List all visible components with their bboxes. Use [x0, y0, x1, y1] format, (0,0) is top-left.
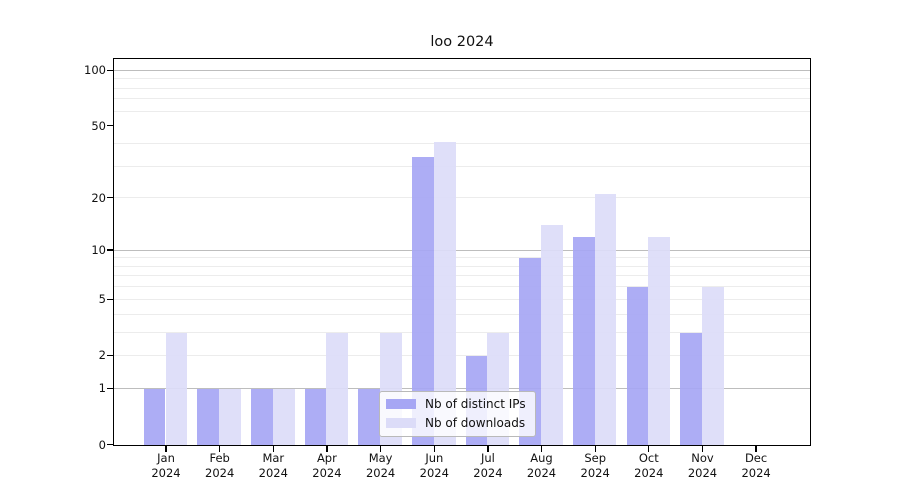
x-tick-label-mar: Mar 2024: [258, 451, 288, 480]
gridline-70: [114, 98, 810, 100]
x-tick-label-nov: Nov 2024: [687, 451, 718, 480]
legend-entry-downloads: Nb of downloads: [386, 416, 526, 430]
bar-mar-distinct-ips: [251, 388, 273, 445]
y-tick-label-20: 20: [91, 190, 106, 205]
y-tick-label-5: 5: [98, 292, 106, 307]
x-tick-mark-mar: [272, 446, 274, 452]
legend-label-distinct-ips: Nb of distinct IPs: [425, 397, 526, 411]
x-tick-label-jul: Jul 2024: [473, 451, 503, 480]
gridline-60: [114, 110, 810, 112]
gridline-7: [114, 275, 810, 277]
gridline-9: [114, 257, 810, 259]
x-tick-mark-aug: [540, 446, 543, 452]
bar-jan-distinct-ips: [143, 388, 166, 445]
y-tick-mark-5: [107, 298, 113, 300]
y-tick-mark-2: [107, 354, 113, 357]
gridline-5: [114, 298, 810, 300]
bar-sep-downloads: [594, 194, 617, 445]
y-tick-label-50: 50: [91, 118, 106, 133]
legend-swatch-distinct-ips: [386, 399, 416, 409]
gridline-6: [114, 286, 810, 288]
x-tick-label-may: May 2024: [365, 451, 396, 480]
bar-apr-downloads: [326, 332, 349, 445]
bar-mar-downloads: [272, 388, 295, 445]
x-tick-mark-feb: [219, 446, 221, 452]
legend: Nb of distinct IPs Nb of downloads: [379, 391, 536, 437]
gridline-4: [114, 313, 810, 315]
gridline-10: [114, 249, 810, 251]
bar-oct-distinct-ips: [626, 287, 649, 445]
gridline-1: [114, 387, 810, 389]
gridline-100: [114, 69, 810, 71]
gridline-40: [114, 142, 810, 144]
gridline-90: [114, 78, 810, 80]
bar-aug-downloads: [541, 225, 563, 445]
y-tick-mark-50: [107, 124, 113, 127]
y-tick-mark-1: [107, 387, 113, 389]
plot-inner: [114, 59, 810, 445]
bar-oct-downloads: [648, 237, 671, 445]
gridline-2: [114, 354, 810, 356]
bar-nov-distinct-ips: [680, 332, 702, 445]
bar-nov-downloads: [702, 287, 724, 445]
plot-area: [113, 58, 811, 446]
chart-title: loo 2024: [430, 34, 494, 50]
x-tick-label-oct: Oct 2024: [634, 451, 664, 480]
y-tick-mark-0: [107, 443, 113, 446]
y-tick-mark-100: [107, 69, 113, 71]
gridline-3: [114, 331, 810, 333]
bar-jan-downloads: [165, 332, 188, 445]
bar-jun-distinct-ips: [411, 156, 434, 445]
y-tick-label-100: 100: [84, 63, 106, 78]
x-tick-label-sep: Sep 2024: [580, 451, 610, 480]
bar-may-distinct-ips: [358, 388, 381, 445]
y-tick-label-1: 1: [98, 381, 106, 396]
bar-sep-distinct-ips: [572, 237, 595, 445]
y-tick-mark-10: [107, 249, 113, 251]
bar-jun-downloads: [433, 141, 456, 445]
gridline-30: [114, 165, 810, 167]
gridline-80: [114, 87, 810, 89]
x-tick-mark-apr: [326, 446, 328, 452]
x-tick-mark-sep: [594, 446, 596, 452]
x-tick-mark-nov: [701, 446, 704, 452]
y-tick-label-2: 2: [98, 348, 106, 363]
x-tick-mark-oct: [648, 446, 650, 452]
y-tick-label-10: 10: [91, 243, 106, 257]
bar-feb-downloads: [219, 388, 241, 445]
x-tick-mark-dec: [755, 446, 757, 452]
bar-feb-distinct-ips: [197, 388, 220, 445]
x-tick-label-feb: Feb 2024: [205, 451, 235, 480]
x-tick-mark-jan: [165, 446, 167, 452]
y-tick-label-0: 0: [98, 437, 106, 452]
legend-entry-distinct-ips: Nb of distinct IPs: [386, 397, 526, 411]
y-tick-mark-20: [107, 196, 113, 199]
x-tick-label-jun: Jun 2024: [419, 451, 449, 480]
gridline-8: [114, 265, 810, 267]
bar-apr-distinct-ips: [304, 388, 327, 445]
legend-label-downloads: Nb of downloads: [425, 416, 526, 430]
legend-swatch-downloads: [386, 418, 416, 428]
x-tick-label-dec: Dec 2024: [741, 451, 771, 480]
gridline-20: [114, 197, 810, 199]
x-tick-mark-jun: [433, 446, 435, 452]
x-tick-label-apr: Apr 2024: [312, 451, 342, 480]
x-tick-label-jan: Jan 2024: [151, 451, 181, 480]
x-tick-mark-jul: [487, 446, 489, 452]
x-tick-label-aug: Aug 2024: [526, 451, 557, 480]
x-tick-mark-may: [379, 446, 382, 452]
